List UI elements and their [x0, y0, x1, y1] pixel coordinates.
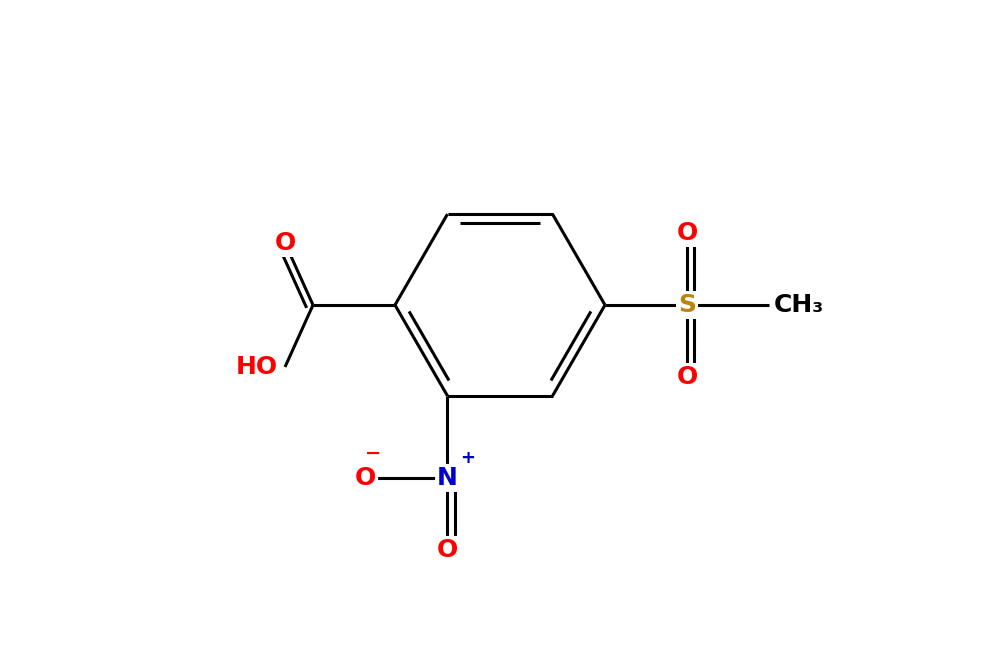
Text: O: O: [676, 365, 698, 389]
Text: O: O: [676, 221, 698, 245]
Text: +: +: [460, 449, 475, 467]
Text: O: O: [437, 538, 458, 562]
Text: −: −: [365, 444, 382, 463]
Text: HO: HO: [236, 355, 278, 379]
Text: O: O: [274, 231, 296, 255]
Text: N: N: [437, 466, 458, 490]
Text: S: S: [678, 293, 696, 317]
Text: CH₃: CH₃: [774, 293, 824, 317]
Text: O: O: [355, 466, 376, 490]
